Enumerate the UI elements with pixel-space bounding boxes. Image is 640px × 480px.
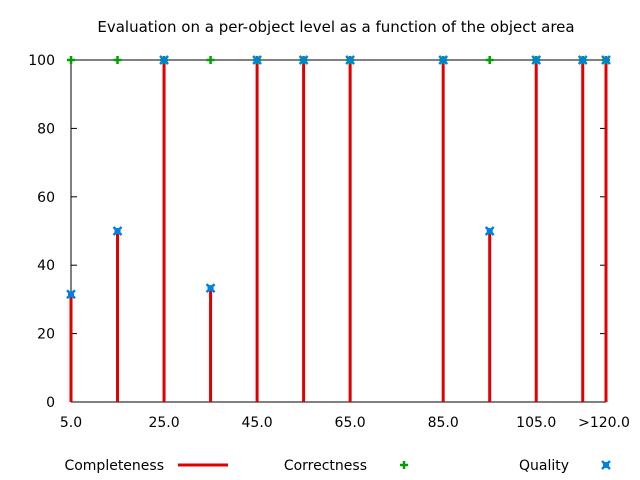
x-tick-label: 85.0 (428, 415, 459, 431)
quality-box (347, 57, 354, 63)
y-tick-label: 100 (28, 53, 55, 69)
legend-label-correctness: Correctness (284, 458, 367, 474)
correctness-point (67, 56, 75, 64)
quality-point (438, 55, 449, 65)
x-tick-label: 5.0 (60, 415, 82, 431)
quality-box (603, 57, 609, 63)
quality-point (159, 55, 169, 65)
quality-point (298, 55, 309, 65)
quality-box (533, 57, 540, 63)
quality-point (577, 55, 588, 65)
y-tick-label: 60 (37, 190, 55, 206)
quality-box (579, 57, 586, 63)
y-tick-label: 80 (37, 121, 55, 137)
quality-box (161, 57, 168, 63)
correctness-point (206, 56, 215, 64)
y-tick-label: 40 (37, 258, 55, 274)
legend: Completeness Correctness Quality (64, 458, 611, 474)
quality-box (486, 228, 493, 234)
quality-point (484, 226, 495, 236)
legend-label-completeness: Completeness (64, 458, 164, 474)
quality-point (112, 226, 123, 236)
legend-label-quality: Quality (519, 458, 569, 474)
quality-box (254, 57, 261, 63)
quality-point (601, 55, 611, 65)
correctness-point (485, 56, 494, 64)
legend-swatch-quality-box (603, 462, 609, 468)
x-tick-label: 25.0 (148, 415, 179, 431)
y-tick-label: 0 (46, 395, 55, 411)
quality-point (345, 55, 356, 65)
correctness-point (113, 56, 122, 64)
x-tick-label: 45.0 (242, 415, 273, 431)
chart-title: Evaluation on a per-object level as a fu… (97, 18, 574, 36)
quality-point (205, 283, 216, 293)
x-tick-label: >120.0 (578, 415, 630, 431)
quality-box (114, 228, 121, 234)
quality-box (68, 291, 74, 298)
x-tick-label: 105.0 (516, 415, 556, 431)
quality-point (531, 55, 542, 65)
quality-box (440, 57, 447, 63)
tick-labels: 0 20 40 60 80 100 5.0 25.0 45.0 65.0 85.0 105.0 >120… (28, 53, 630, 431)
quality-box (207, 285, 214, 292)
quality-point (66, 289, 76, 300)
x-tick-label: 65.0 (335, 415, 366, 431)
quality-box (300, 57, 307, 63)
data-marks (66, 55, 611, 402)
y-tick-label: 20 (37, 327, 55, 343)
quality-point (252, 55, 262, 65)
plot-axes (70, 59, 607, 403)
